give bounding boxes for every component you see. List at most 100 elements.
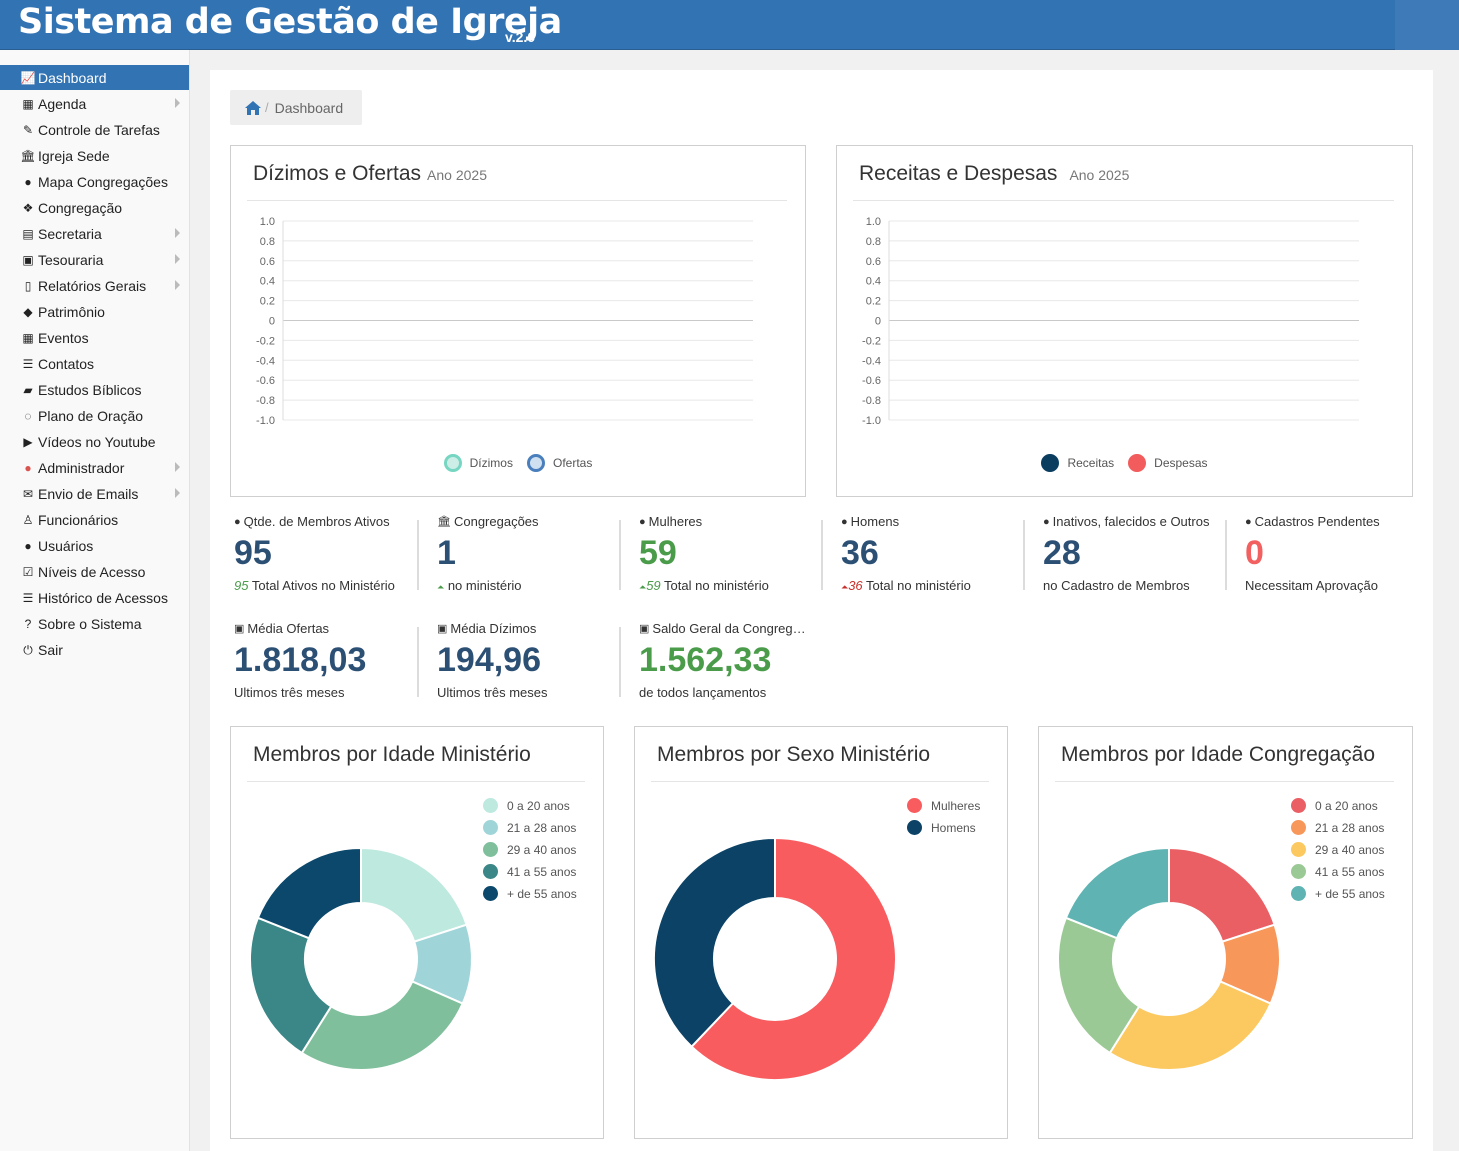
legend-item[interactable]: 41 a 55 anos	[483, 864, 576, 879]
legend-item[interactable]: + de 55 anos	[1291, 886, 1385, 901]
stat-label-text: Saldo Geral da Congreg…	[652, 621, 806, 636]
chart-panel-receitas-despesas: Receitas e Despesas Ano 2025 1.0 0.8 0.6 0.4…	[836, 145, 1413, 497]
stat-sub-text: no Cadastro de Membros	[1043, 578, 1190, 593]
legend-item[interactable]: Despesas	[1128, 454, 1208, 472]
sidebar-item-estudos-biblicos[interactable]: ▰ Estudos Bíblicos	[0, 377, 189, 402]
legend-marker	[1291, 820, 1306, 835]
panel-title: Dízimos e Ofertas Ano 2025	[253, 162, 487, 185]
legend-item[interactable]: Dízimos	[443, 454, 513, 472]
stat-sub-text: Total no ministério	[660, 578, 769, 593]
sidebar-item-label: Histórico de Acessos	[38, 589, 168, 606]
legend-item[interactable]: 21 a 28 anos	[483, 820, 576, 835]
stat-label: 🏛 Congregações	[437, 514, 539, 529]
sidebar-item-sair[interactable]: ⏻ Sair	[0, 637, 189, 662]
legend-marker	[907, 798, 922, 813]
sidebar-item-secretaria[interactable]: ▤ Secretaria	[0, 221, 189, 246]
y-tick-label: 1.0	[260, 216, 275, 228]
sidebar-item-funcionarios[interactable]: ♙ Funcionários	[0, 507, 189, 532]
donut-slice[interactable]	[256, 846, 362, 940]
sidebar-item-eventos[interactable]: ▦ Eventos	[0, 325, 189, 350]
sidebar-item-usuarios[interactable]: ● Usuários	[0, 533, 189, 558]
sidebar-item-congregacao[interactable]: ❖ Congregação	[0, 195, 189, 220]
legend-item[interactable]: Homens	[907, 820, 976, 835]
stat-value: 0	[1245, 534, 1264, 572]
panel-title: Membros por Idade Congregação	[1061, 743, 1376, 766]
legend-label: 29 a 40 anos	[1315, 842, 1385, 857]
legend-item[interactable]: 21 a 28 anos	[1291, 820, 1384, 835]
legend-item[interactable]: 29 a 40 anos	[1291, 842, 1384, 857]
question-circle-icon: ?	[24, 616, 32, 631]
user-circle-icon: ●	[24, 460, 32, 475]
sidebar-item-patrimonio[interactable]: ◆ Patrimônio	[0, 299, 189, 324]
sidebar-item-niveis-de-acesso[interactable]: ☑ Níveis de Acesso	[0, 559, 189, 584]
donut-slice[interactable]	[690, 836, 897, 1081]
sidebar-item-administrador[interactable]: ● Administrador	[0, 455, 189, 480]
money-icon: ▣	[639, 623, 650, 635]
y-tick-label: 1.0	[866, 216, 881, 228]
stat-label-text: Congregações	[453, 514, 539, 529]
stat-value: 28	[1043, 534, 1081, 572]
sidebar-item-label: Igreja Sede	[38, 147, 110, 164]
stat-sub-text: no ministério	[444, 578, 522, 593]
money-icon: ▣	[22, 252, 34, 267]
donut-slice[interactable]	[1168, 846, 1276, 943]
stat-card: ● Homens 36 ⏶36 Total no ministério	[841, 514, 971, 593]
app-version: v.2.0	[505, 29, 536, 45]
legend-item[interactable]: Receitas	[1041, 454, 1114, 472]
donut-slice[interactable]	[249, 916, 333, 1055]
y-tick-label: -0.8	[862, 395, 881, 407]
sidebar-item-label: Funcionários	[38, 511, 119, 528]
donut-slice[interactable]	[300, 980, 464, 1071]
donut-slice[interactable]	[1064, 846, 1170, 940]
sidebar-item-label: Dashboard	[38, 69, 107, 86]
legend-item[interactable]: Mulheres	[907, 798, 980, 813]
y-tick-label: -0.6	[256, 375, 275, 387]
sidebar-item-relatorios-gerais[interactable]: ▯ Relatórios Gerais	[0, 273, 189, 298]
donut-slice[interactable]	[1108, 980, 1272, 1071]
stat-subtext: 95 Total Ativos no Ministério	[234, 578, 395, 593]
legend-item[interactable]: 0 a 20 anos	[483, 798, 570, 813]
sidebar-item-label: Congregação	[38, 199, 123, 216]
stat-sub-text: Total no ministério	[862, 578, 971, 593]
line-chart: 1.0 0.8 0.6 0.4 0.2 0 -0.2 -0.4 -0.6 -0.8 -1.0	[256, 216, 753, 427]
sidebar-item-sobre-o-sistema[interactable]: ? Sobre o Sistema	[0, 611, 189, 636]
sidebar-item-plano-de-oracao[interactable]: ◌ Plano de Oração	[0, 403, 189, 428]
stat-sub-count: 59	[646, 578, 661, 593]
sidebar-item-agenda[interactable]: ▦ Agenda	[0, 91, 189, 116]
sidebar-item-label: Mapa Congregações	[38, 173, 168, 190]
sidebar-item-envio-de-emails[interactable]: ✉ Envio de Emails	[0, 481, 189, 506]
y-tick-label: -0.2	[256, 335, 275, 347]
sidebar-item-videos-no-youtube[interactable]: ▶ Vídeos no Youtube	[0, 429, 189, 454]
check-square-icon: ☑	[22, 564, 34, 579]
chart-panel-idade-ministerio: Membros por Idade Ministério 0 a 20 anos…	[230, 726, 604, 1139]
legend-item[interactable]: Ofertas	[526, 454, 592, 472]
legend-item[interactable]: 41 a 55 anos	[1291, 864, 1384, 879]
legend-item[interactable]: 29 a 40 anos	[483, 842, 576, 857]
calendar-check-icon: ▦	[22, 330, 34, 345]
legend-item[interactable]: + de 55 anos	[483, 886, 577, 901]
y-tick-label: 0.2	[260, 296, 275, 308]
list-icon: ☰	[22, 356, 34, 371]
sidebar-item-igreja-sede[interactable]: 🏛 Igreja Sede	[0, 143, 189, 168]
legend-label: Dízimos	[469, 456, 513, 470]
legend-item[interactable]: 0 a 20 anos	[1291, 798, 1378, 813]
legend-label: 41 a 55 anos	[507, 864, 577, 879]
panel-divider	[853, 200, 1394, 201]
y-tick-label: -0.2	[862, 335, 881, 347]
legend-label: 21 a 28 anos	[1315, 820, 1385, 835]
donut-slice[interactable]	[360, 846, 468, 943]
sidebar-item-contatos[interactable]: ☰ Contatos	[0, 351, 189, 376]
donut-slice[interactable]	[653, 836, 776, 1049]
home-icon[interactable]	[244, 100, 262, 116]
legend-label: 0 a 20 anos	[507, 798, 570, 813]
sidebar-item-tesouraria[interactable]: ▣ Tesouraria	[0, 247, 189, 272]
stat-sub-text: Total Ativos no Ministério	[248, 578, 395, 593]
sidebar-item-mapa-congregacoes[interactable]: ● Mapa Congregações	[0, 169, 189, 194]
stat-divider	[821, 520, 823, 590]
sidebar-item-label: Contatos	[38, 355, 95, 372]
donut-slice[interactable]	[1057, 916, 1141, 1055]
sidebar-item-controle-de-tarefas[interactable]: ✎ Controle de Tarefas	[0, 117, 189, 142]
sidebar-item-historico-de-acessos[interactable]: ☰ Histórico de Acessos	[0, 585, 189, 610]
sidebar-item-dashboard[interactable]: 📈 Dashboard	[0, 65, 189, 90]
stat-label-text: Homens	[850, 514, 900, 529]
